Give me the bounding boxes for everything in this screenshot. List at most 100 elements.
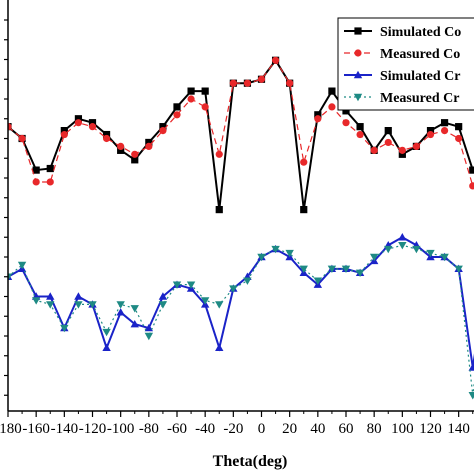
data-point-measured-co [60,130,68,139]
data-point-measured-cr [285,249,294,258]
data-point-measured-co [88,123,97,131]
data-point-simulated-co [469,166,474,174]
data-point-simulated-co [117,146,125,154]
data-point-simulated-co [398,150,406,158]
data-point-measured-co [412,142,421,150]
data-point-measured-cr [102,328,111,337]
x-tick-label: -60 [167,421,187,437]
data-point-measured-cr [299,265,308,274]
data-point-measured-co [384,138,392,147]
data-point-measured-cr [243,277,252,285]
x-tick-label: -180 [0,421,22,437]
data-point-measured-cr [257,253,266,262]
data-point-measured-co [455,134,463,143]
data-point-measured-co [243,79,252,87]
data-point-measured-co [187,95,195,103]
data-point-simulated-co [145,138,153,147]
x-tick-label: 100 [391,421,414,437]
data-point-measured-co [18,134,26,143]
x-tick-label: -160 [22,421,50,437]
data-point-measured-cr [158,301,168,309]
legend-marker [353,70,363,79]
data-point-measured-co [328,103,336,111]
data-point-simulated-cr [158,292,168,300]
data-point-measured-co [426,130,435,139]
data-point-simulated-co [88,119,97,127]
data-point-measured-co [469,182,474,190]
data-point-measured-cr [172,281,182,289]
legend-label: Simulated Cr [380,69,461,84]
data-point-measured-cr [229,285,238,293]
data-point-measured-co [286,79,294,87]
data-point-simulated-co [300,206,308,214]
x-tick-label: 0 [258,421,266,437]
data-point-measured-cr [369,253,379,262]
data-point-measured-co [257,75,266,83]
x-tick-label: -40 [195,421,215,437]
legend-item-measured-cr: Measured Cr [344,91,459,106]
data-point-measured-cr [116,301,125,309]
data-point-measured-co [159,127,167,135]
x-tick-label: 40 [310,421,325,437]
data-point-measured-cr [355,269,365,277]
legend-label: Measured Co [380,47,460,62]
data-point-measured-cr [327,265,337,274]
data-point-simulated-co [32,166,40,174]
data-point-measured-cr [215,301,224,309]
x-tick-label: 60 [339,421,354,437]
data-point-measured-co [271,56,280,64]
data-point-measured-cr [468,392,474,400]
data-point-simulated-co [60,127,68,135]
data-point-simulated-co [384,127,392,135]
data-point-measured-cr [74,301,83,309]
data-point-simulated-co [201,87,209,95]
legend-marker [354,27,362,35]
data-point-measured-co [32,178,40,186]
data-point-simulated-cr [130,319,139,328]
data-point-measured-co [300,158,308,166]
x-tick-label: 80 [367,421,382,437]
data-point-simulated-co [440,119,449,127]
data-point-measured-cr [60,324,69,333]
data-point-measured-co [215,150,223,158]
data-point-measured-cr [186,281,196,289]
legend-item-simulated-co: Simulated Co [344,25,461,40]
x-tick-label: 120 [419,421,442,437]
data-point-simulated-co [102,130,111,139]
data-point-measured-cr [271,245,280,254]
data-point-simulated-cr [398,233,407,241]
data-point-measured-co [314,115,322,123]
data-point-simulated-cr [144,323,154,332]
axes-group [7,0,474,412]
data-point-measured-cr [440,253,449,262]
data-point-measured-co [102,134,111,143]
legend-marker [354,49,362,57]
data-point-measured-cr [88,301,97,309]
x-tick-label: 140 [447,421,470,437]
data-point-measured-cr [426,249,435,258]
x-tick-label: 20 [282,421,297,437]
data-point-simulated-co [328,87,336,95]
data-point-measured-cr [144,332,154,341]
legend-item-measured-co: Measured Co [344,47,460,62]
data-point-simulated-co [74,115,83,123]
x-tick-label: -80 [139,421,159,437]
legend-item-simulated-cr: Simulated Cr [344,69,461,84]
x-tick-label: -120 [79,421,107,437]
data-point-measured-co [131,150,139,158]
data-point-measured-co [46,178,54,186]
data-point-measured-co [74,119,83,127]
data-point-simulated-co [455,123,463,131]
data-point-measured-cr [200,297,210,305]
data-point-measured-cr [341,265,351,274]
x-tick-label: -140 [51,421,79,437]
data-point-measured-cr [46,301,55,309]
data-point-measured-cr [31,297,41,305]
data-point-measured-cr [454,265,463,274]
series-measured-co [8,56,474,190]
data-point-simulated-cr [215,343,224,352]
data-point-simulated-co [46,164,54,173]
data-point-measured-cr [384,245,393,254]
data-point-simulated-co [426,127,435,135]
